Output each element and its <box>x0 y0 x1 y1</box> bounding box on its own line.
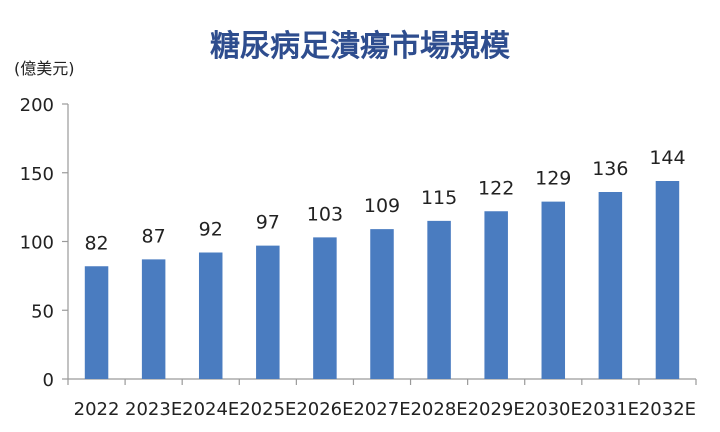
y-axis-unit-label: (億美元) <box>14 59 75 78</box>
data-label: 122 <box>478 177 514 199</box>
data-label: 82 <box>84 232 108 254</box>
data-label: 109 <box>364 195 400 217</box>
data-label: 115 <box>421 187 457 209</box>
bar <box>313 237 337 379</box>
chart-title: 糖尿病足潰瘍市場規模 <box>210 29 510 64</box>
y-tick-label: 150 <box>20 164 54 185</box>
x-tick-label: 2025E <box>239 399 296 420</box>
axes: 0 50 100 150 200 2022 2023E 2024E 2025E 2026E 2027… <box>20 95 697 420</box>
x-tick-label: 2028E <box>410 399 467 420</box>
bar <box>198 252 223 379</box>
bar <box>484 211 508 379</box>
x-tick-label: 2029E <box>468 399 525 420</box>
y-tick-label: 0 <box>43 370 54 391</box>
bar <box>84 266 109 379</box>
x-tick-label: 2030E <box>525 399 582 420</box>
data-label: 144 <box>649 147 685 169</box>
data-label: 103 <box>307 203 343 225</box>
bar <box>427 220 451 379</box>
x-tick-label: 2032E <box>639 399 696 420</box>
x-tick-label: 2022 <box>74 399 120 420</box>
x-tick-label: 2023E <box>125 399 182 420</box>
data-label: 129 <box>535 168 571 190</box>
bars: 82 87 92 97 103 109 115 122 129 136 144 <box>84 147 686 379</box>
bar <box>141 259 166 379</box>
x-tick-label: 2024E <box>182 399 239 420</box>
data-label: 97 <box>256 212 280 234</box>
y-tick-label: 200 <box>20 95 54 116</box>
bar <box>655 181 680 379</box>
bar <box>256 245 280 379</box>
data-label: 136 <box>592 158 628 180</box>
data-label: 87 <box>142 225 166 247</box>
bar <box>370 229 394 379</box>
x-tick-label: 2027E <box>353 399 410 420</box>
x-tick-label: 2026E <box>296 399 353 420</box>
data-label: 92 <box>199 219 223 241</box>
x-tick-label: 2031E <box>582 399 639 420</box>
y-tick-label: 100 <box>20 233 54 254</box>
y-tick-label: 50 <box>31 301 54 322</box>
bar <box>598 192 623 379</box>
bar <box>541 201 566 379</box>
